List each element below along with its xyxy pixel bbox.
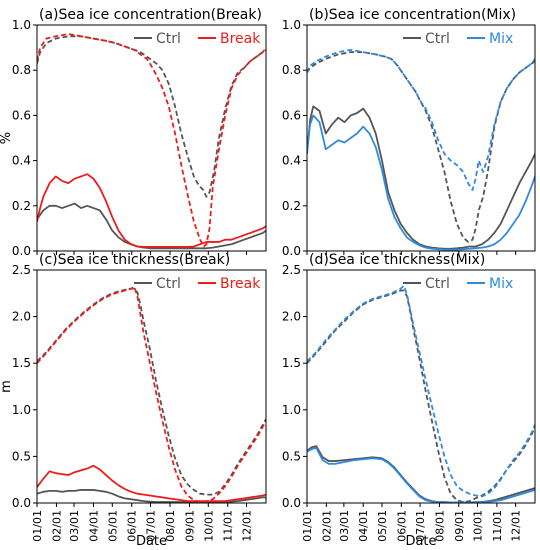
- plot-frame: [306, 269, 536, 504]
- y-tick-label: 0.0: [282, 496, 301, 510]
- series-mix-solid-line: [307, 447, 535, 503]
- x-tick-label: 01/01: [31, 510, 44, 542]
- legend: Ctrl Break: [134, 31, 261, 47]
- legend-label: Break: [220, 276, 261, 292]
- x-tick-label: 11/01: [222, 510, 235, 542]
- series-ctrl-dashed-line: [307, 51, 535, 243]
- legend: Ctrl Mix: [403, 31, 513, 47]
- series-mix-dashed-line: [307, 284, 535, 498]
- x-tick-label: 10/01: [472, 510, 485, 542]
- x-tick-label: 04/01: [357, 510, 370, 542]
- x-tick-label: 11/01: [491, 510, 504, 542]
- y-tick-label: 2.5: [12, 263, 31, 277]
- plot-frame: [36, 269, 267, 504]
- x-tick-label: 02/01: [320, 510, 333, 542]
- legend: Ctrl Break: [134, 276, 261, 292]
- x-axis-label: Date: [136, 534, 167, 549]
- y-tick-label: 0.8: [282, 63, 301, 77]
- y-tick-label: 1.0: [12, 18, 31, 32]
- x-tick-label: 03/01: [68, 510, 81, 542]
- y-tick-label: 1.5: [12, 356, 31, 370]
- y-tick-label: 0.0: [282, 244, 301, 258]
- y-tick-label: 0.2: [12, 199, 31, 213]
- y-tick-label: 0.6: [12, 108, 31, 122]
- series-break-dashed-line: [37, 285, 266, 503]
- series-ctrl-dashed-line: [307, 289, 535, 503]
- y-tick-label: 0.4: [282, 154, 301, 168]
- x-tick-label: 04/01: [87, 510, 100, 542]
- y-tick-label: 0.0: [12, 496, 31, 510]
- y-tick-label: 1.0: [282, 18, 301, 32]
- y-tick-label: 0.6: [282, 108, 301, 122]
- plot-frame: [306, 24, 536, 252]
- x-tick-label: 09/01: [453, 510, 466, 542]
- x-tick-label: 12/01: [510, 510, 523, 542]
- legend-label: Ctrl: [425, 276, 450, 292]
- x-axis-label: Date: [405, 534, 436, 549]
- x-tick-label: 12/01: [241, 510, 254, 542]
- y-tick-label: 0.0: [12, 244, 31, 258]
- series-ctrl-solid-line: [37, 202, 266, 250]
- legend-label: Break: [220, 31, 261, 47]
- panel-title: (a)Sea ice concentration(Break): [39, 7, 262, 23]
- x-tick-label: 09/01: [183, 510, 196, 542]
- y-axis-label: %: [0, 132, 14, 144]
- x-tick-label: 03/01: [338, 510, 351, 542]
- x-tick-label: 05/01: [106, 510, 119, 542]
- series-mix-solid-line: [307, 114, 535, 251]
- panel-title: (d)Sea ice thickness(Mix): [309, 252, 485, 268]
- y-tick-label: 0.5: [12, 449, 31, 463]
- y-tick-label: 0.8: [12, 63, 31, 77]
- series-break-dashed-line: [37, 33, 266, 248]
- y-tick-label: 1.5: [282, 356, 301, 370]
- series-ctrl-solid-line: [307, 105, 535, 250]
- panel-4: 0.0 0.5 1.0 1.5 2.0 2.5 01/01 02/01 03/01 04/01 05…: [282, 252, 536, 549]
- y-tick-label: 2.5: [282, 263, 301, 277]
- y-axis-label: m: [0, 380, 14, 393]
- legend-label: Ctrl: [425, 31, 450, 47]
- x-tick-label: 08/01: [433, 510, 446, 542]
- y-tick-label: 2.0: [12, 310, 31, 324]
- panel-2: 0.0 0.2 0.4 0.6 0.8 1.0 (b)Sea ice concentrati…: [282, 7, 536, 258]
- x-tick-label: 10/01: [202, 510, 215, 542]
- panel-title: (b)Sea ice concentration(Mix): [309, 7, 516, 23]
- y-tick-label: 0.5: [282, 449, 301, 463]
- x-tick-label: 08/01: [164, 510, 177, 542]
- y-tick-label: 2.0: [282, 310, 301, 324]
- series-ctrl-solid-line: [37, 489, 266, 503]
- x-tick-label: 07/01: [414, 510, 427, 542]
- series-ctrl-solid-line: [307, 445, 535, 503]
- x-tick-label: 06/01: [395, 510, 408, 542]
- x-tick-label: 06/01: [126, 510, 139, 542]
- x-tick-label: 05/01: [376, 510, 389, 542]
- x-tick-label: 01/01: [301, 510, 314, 542]
- legend-label: Ctrl: [156, 31, 181, 47]
- legend-label: Mix: [489, 276, 513, 292]
- series-break-solid-line: [37, 173, 266, 248]
- panel-1: 0.0 0.2 0.4 0.6 0.8 1.0% (a)Sea ice concentrat…: [0, 7, 267, 258]
- legend-label: Ctrl: [156, 276, 181, 292]
- series-break-solid-line: [37, 464, 266, 503]
- series-ctrl-dashed-line: [37, 287, 266, 496]
- series-ctrl-dashed-line: [37, 35, 266, 198]
- y-tick-label: 0.4: [12, 154, 31, 168]
- panel-3: 0.0 0.5 1.0 1.5 2.0 2.5 01/01 02/01 03/01 04/01 05…: [0, 252, 267, 549]
- x-tick-label: 07/01: [145, 510, 158, 542]
- y-tick-label: 0.2: [282, 199, 301, 213]
- plot-frame: [36, 24, 267, 252]
- y-tick-label: 1.0: [12, 403, 31, 417]
- legend: Ctrl Mix: [403, 276, 513, 292]
- panel-title: (c)Sea ice thickness(Break): [39, 252, 230, 268]
- series-mix-dashed-line: [307, 48, 535, 191]
- x-tick-label: 02/01: [50, 510, 63, 542]
- y-tick-label: 1.0: [282, 403, 301, 417]
- legend-label: Mix: [489, 31, 513, 47]
